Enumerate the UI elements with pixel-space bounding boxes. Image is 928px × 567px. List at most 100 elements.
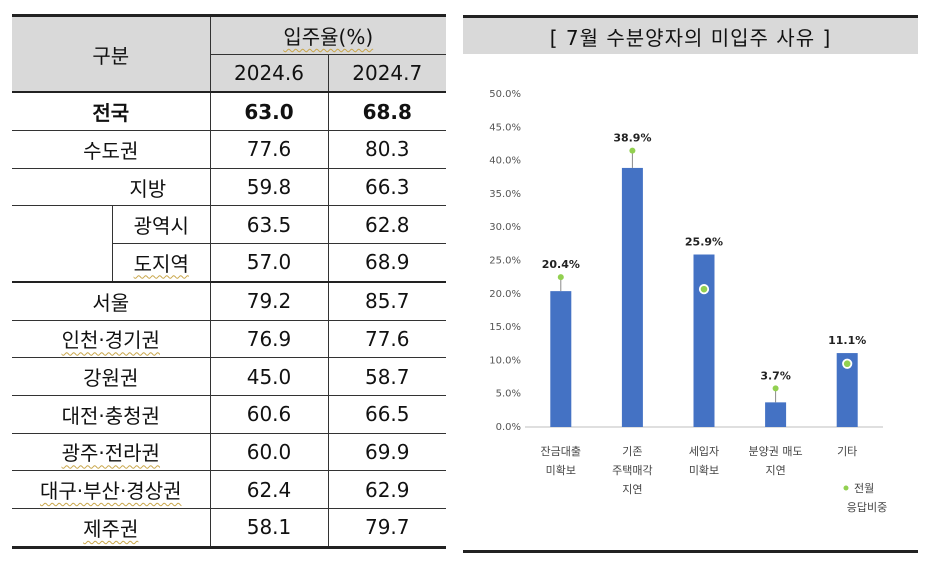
previous-month-marker — [772, 385, 779, 392]
row-name: 수도권 — [12, 130, 210, 169]
row-name-cell: 광역시 — [12, 206, 210, 244]
category-label: 세입자 — [689, 445, 719, 458]
y-tick-label: 15.0% — [489, 322, 521, 333]
previous-month-marker — [557, 274, 564, 281]
row-value-june: 63.5 — [209, 205, 328, 245]
row-value-june: 45.0 — [209, 357, 328, 396]
row-value-june: 60.0 — [209, 433, 328, 472]
row-name: 지방 — [12, 168, 210, 207]
table-row: 강원권 45.0 58.7 — [12, 357, 446, 396]
table-header-row: 구분 입주율(%) — [12, 14, 446, 94]
header-period-2: 2024.7 — [327, 54, 446, 94]
row-value-july: 62.8 — [327, 205, 446, 245]
table-subheader-row: 2024.6 2024.7 — [12, 54, 446, 94]
data-label: 25.9% — [685, 236, 723, 249]
bar — [836, 353, 858, 427]
category-label: 분양권 매도 — [749, 445, 803, 458]
category-label: 지연 — [622, 483, 642, 496]
data-label: 11.1% — [828, 334, 866, 347]
header-metric-label: 입주율(%) — [283, 24, 374, 49]
data-label: 3.7% — [760, 369, 791, 382]
y-tick-label: 5.0% — [496, 389, 521, 400]
table-row: 인천·경기권 76.9 77.6 — [12, 320, 446, 359]
y-tick-label: 20.0% — [489, 289, 521, 300]
row-value-july: 62.9 — [327, 470, 446, 509]
row-name: 광주·전라권 — [61, 441, 160, 466]
row-name-label: 도지역 — [133, 251, 189, 276]
chart-bottom-rule — [463, 550, 918, 553]
table-row: 전국 63.0 68.8 — [12, 92, 446, 132]
row-name-cell: 광주·전라권 — [12, 433, 210, 472]
header-category: 구분 — [12, 14, 210, 94]
row-name-cell: 제주권 — [12, 508, 210, 549]
row-value-july: 66.3 — [327, 168, 446, 207]
category-label: 지연 — [765, 464, 785, 477]
y-tick-label: 10.0% — [489, 355, 521, 366]
legend-label: 응답비중 — [847, 501, 887, 514]
y-tick-label: 35.0% — [489, 189, 521, 200]
y-tick-label: 0.0% — [496, 422, 521, 433]
row-name: 강원권 — [12, 357, 210, 396]
row-name: 서울 — [12, 281, 210, 321]
row-value-june: 62.4 — [209, 470, 328, 509]
row-value-june: 60.6 — [209, 395, 328, 434]
row-value-june: 77.6 — [209, 130, 328, 169]
row-name: 제주권 — [83, 516, 139, 541]
category-label: 기존 — [622, 445, 642, 458]
previous-month-marker — [698, 284, 710, 295]
row-name: 전국 — [12, 92, 210, 132]
category-label: 미확보 — [546, 464, 576, 477]
row-value-july: 85.7 — [327, 281, 446, 321]
row-name: 인천·경기권 — [61, 328, 160, 353]
row-name: 도지역 — [112, 243, 210, 281]
legend-label: 전월 — [854, 482, 874, 495]
y-tick-label: 50.0% — [489, 89, 521, 100]
table-row: 제주권 58.1 79.7 — [12, 508, 446, 549]
row-value-july: 58.7 — [327, 357, 446, 396]
previous-month-marker — [629, 147, 636, 154]
bar — [693, 254, 715, 427]
category-label: 잔금대출 — [541, 445, 581, 458]
bar — [621, 167, 643, 427]
row-name: 광역시 — [112, 206, 210, 244]
row-value-july: 79.7 — [327, 508, 446, 549]
row-value-june: 79.2 — [209, 281, 328, 321]
chart-title: [ 7월 수분양자의 미입주 사유 ] — [463, 15, 918, 54]
table-row: 지방 59.8 66.3 — [12, 168, 446, 207]
row-value-july: 68.8 — [327, 92, 446, 132]
row-name: 대구·부산·경상권 — [39, 479, 182, 504]
table-row: 서울 79.2 85.7 — [12, 281, 446, 321]
row-value-june: 76.9 — [209, 320, 328, 359]
row-name-cell: 대구·부산·경상권 — [12, 470, 210, 509]
data-label: 38.9% — [613, 132, 651, 145]
category-label: 미확보 — [689, 464, 719, 477]
category-label: 기타 — [837, 445, 857, 458]
table-row: 수도권 77.6 80.3 — [12, 130, 446, 169]
row-value-july: 68.9 — [327, 243, 446, 283]
occupancy-rate-table: 구분 입주율(%) 2024.6 2024.7 전국 63.0 68.8 수도권… — [12, 14, 446, 549]
data-label: 20.4% — [542, 258, 580, 271]
header-period-1: 2024.6 — [209, 54, 328, 94]
non-occupancy-reason-chart: [ 7월 수분양자의 미입주 사유 ] 0.0% 5.0% 10.0% 15.0% 20… — [463, 15, 918, 553]
y-tick-label: 30.0% — [489, 222, 521, 233]
y-tick-label: 45.0% — [489, 122, 521, 133]
row-name: 대전·충청권 — [12, 395, 210, 434]
bar — [550, 291, 572, 427]
bar-chart-svg: 0.0% 5.0% 10.0% 15.0% 20.0% 25.0% 30.0% 35.0% 40… — [489, 89, 887, 514]
row-value-july: 77.6 — [327, 320, 446, 359]
category-label: 주택매각 — [612, 464, 652, 477]
previous-month-marker — [842, 358, 853, 369]
legend-marker — [843, 485, 849, 491]
table-row: 도지역 57.0 68.9 — [12, 243, 446, 283]
row-value-july: 69.9 — [327, 433, 446, 472]
bar — [765, 402, 787, 427]
table-row: 광역시 63.5 62.8 — [12, 205, 446, 245]
row-value-june: 57.0 — [209, 243, 328, 283]
row-name-cell: 도지역 — [12, 243, 210, 283]
row-value-june: 59.8 — [209, 168, 328, 207]
y-tick-label: 40.0% — [489, 156, 521, 167]
table-row: 대구·부산·경상권 62.4 62.9 — [12, 470, 446, 509]
y-tick-label: 25.0% — [489, 256, 521, 267]
header-metric: 입주율(%) — [209, 14, 446, 55]
row-value-june: 58.1 — [209, 508, 328, 549]
